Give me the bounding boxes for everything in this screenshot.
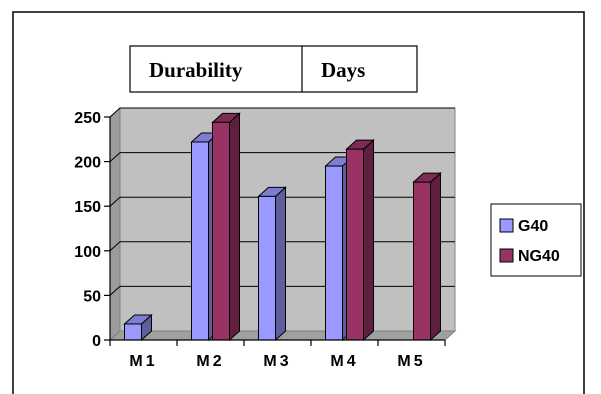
bar-side: [229, 112, 240, 342]
gridline: [109, 107, 455, 118]
gridline: [109, 152, 455, 162]
bar-side: [363, 138, 374, 342]
legend-box: [490, 203, 582, 277]
legend: G40 NG40: [490, 203, 582, 277]
legend-swatch: [499, 248, 514, 263]
bar-front: [413, 181, 431, 341]
x-tick-label: M4: [330, 353, 358, 370]
bar-g40-m1: [123, 313, 153, 342]
bar-ng40-m2: [211, 112, 241, 342]
chart-border: [12, 11, 585, 394]
y-tick-label: 50: [83, 288, 101, 305]
y-tick-label: 0: [92, 333, 101, 350]
x-tick-label: M5: [397, 353, 425, 370]
bar-side: [430, 171, 441, 342]
x-tick-label: M2: [196, 353, 224, 370]
side-wall: [109, 106, 121, 342]
bar-front: [258, 195, 276, 341]
bar-front: [346, 148, 364, 341]
y-axis: 0 50 100 150 200 250: [74, 110, 110, 350]
plot-wall: [119, 107, 456, 332]
x-tick-label: M3: [263, 353, 291, 370]
bar-ng40-m5: [412, 171, 442, 342]
legend-label: NG40: [518, 248, 560, 265]
bar-g40-m3: [257, 186, 287, 342]
legend-item-ng40: NG40: [499, 248, 560, 265]
x-tick-label: M1: [129, 353, 157, 370]
y-tick-label: 150: [74, 199, 101, 216]
bar-front: [191, 141, 209, 341]
plot-area: [108, 106, 457, 342]
x-axis: M1 M2 M3 M4 M5: [109, 340, 446, 370]
title-cell-days: Days: [321, 58, 365, 82]
y-tick-label: 200: [74, 155, 101, 172]
legend-label: G40: [518, 218, 548, 235]
bars: [123, 112, 442, 342]
bar-side: [275, 186, 286, 342]
title-box: [129, 45, 418, 93]
legend-item-g40: G40: [499, 218, 548, 235]
bar-ng40-m4: [345, 138, 375, 342]
legend-swatch: [499, 218, 514, 233]
title-cell-durability: Durability: [149, 58, 243, 82]
bar-front: [124, 323, 142, 341]
bar-front: [212, 121, 230, 341]
y-tick-label: 250: [74, 110, 101, 127]
y-tick-label: 100: [74, 244, 101, 261]
bar-front: [325, 165, 343, 341]
